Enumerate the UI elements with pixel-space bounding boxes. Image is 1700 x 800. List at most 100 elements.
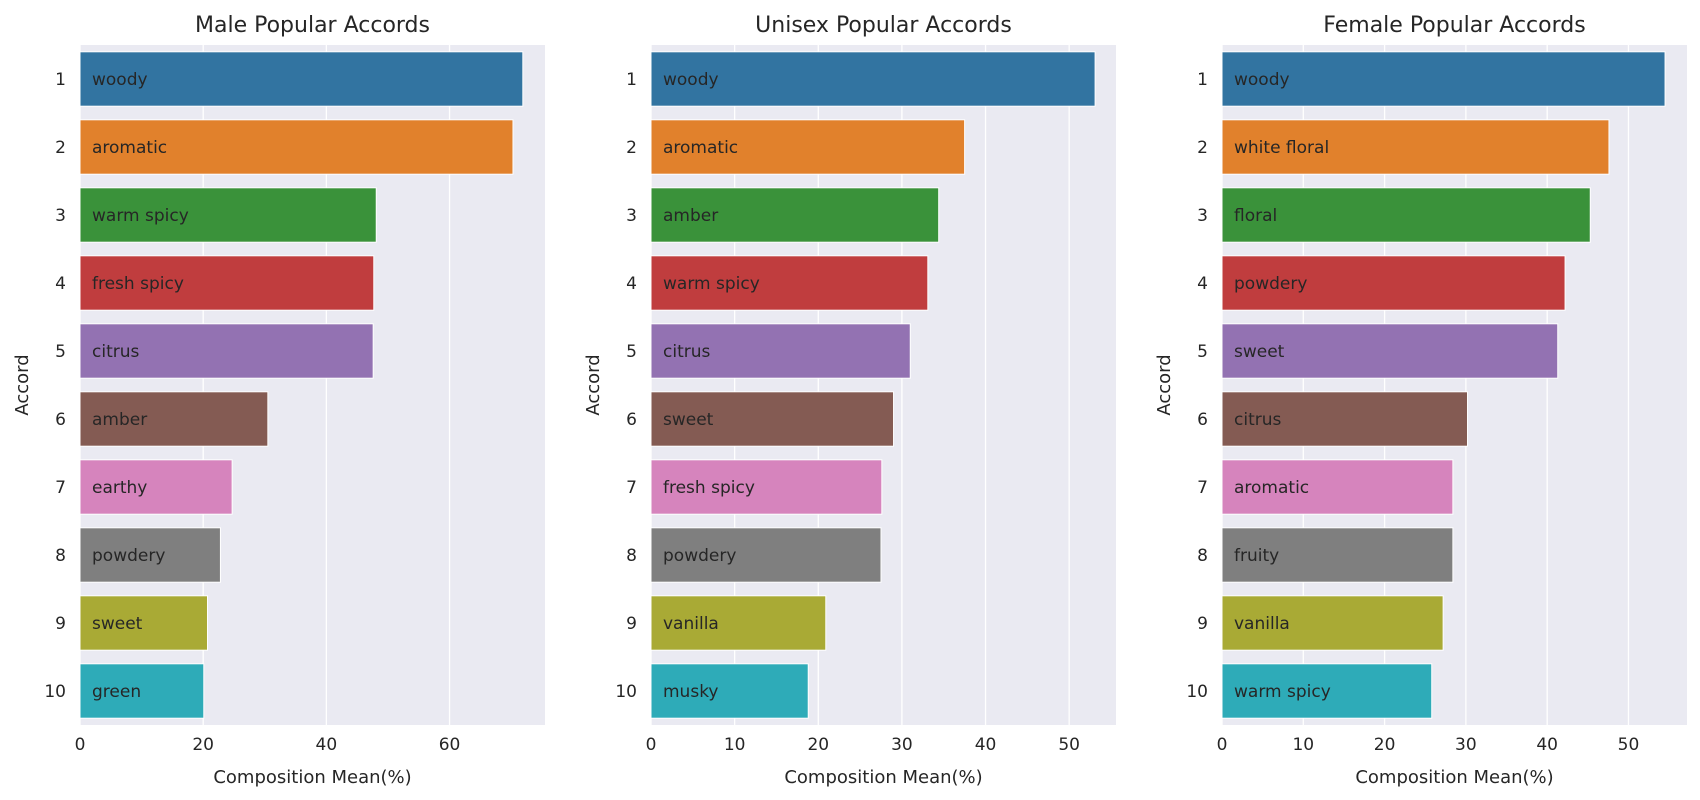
y-tick-label: 10 <box>615 682 637 702</box>
chart-title: Male Popular Accords <box>195 13 430 38</box>
bar-fruity <box>1221 527 1454 583</box>
bar-aromatic <box>650 119 966 175</box>
bar-label: white floral <box>1234 138 1329 158</box>
y-axis-label: Accord <box>12 354 33 415</box>
bar-label: citrus <box>92 342 139 362</box>
y-tick-label: 9 <box>626 614 637 634</box>
y-tick-label: 8 <box>626 546 637 566</box>
y-tick-label: 4 <box>55 274 66 294</box>
bar-label: aromatic <box>1234 478 1309 498</box>
bar-citrus <box>650 323 911 379</box>
y-tick-label: 2 <box>55 138 66 158</box>
x-tick-label: 40 <box>975 735 997 755</box>
y-tick-label: 2 <box>626 138 637 158</box>
y-tick-label: 6 <box>626 410 637 430</box>
bar-vanilla <box>1221 595 1444 651</box>
bar-label: floral <box>1234 206 1277 226</box>
y-tick-label: 10 <box>1186 682 1208 702</box>
y-tick-label: 1 <box>626 70 637 90</box>
x-tick-label: 20 <box>807 735 829 755</box>
x-tick-label: 10 <box>1292 735 1314 755</box>
x-tick-label: 10 <box>724 735 746 755</box>
bar-label: powdery <box>92 546 165 566</box>
bar-label: warm spicy <box>1234 682 1331 702</box>
bar-fresh-spicy <box>79 255 375 311</box>
bar-aromatic <box>1221 459 1454 515</box>
bar-label: musky <box>663 682 719 702</box>
y-tick-label: 10 <box>44 682 66 702</box>
bar-label: vanilla <box>1234 614 1290 634</box>
bar-label: amber <box>663 206 718 226</box>
x-tick-label: 50 <box>1058 735 1080 755</box>
y-tick-label: 5 <box>55 342 66 362</box>
y-tick-label: 5 <box>1197 342 1208 362</box>
y-tick-label: 2 <box>1197 138 1208 158</box>
y-tick-label: 7 <box>1197 478 1208 498</box>
chart-title: Unisex Popular Accords <box>755 13 1012 38</box>
bar-earthy <box>79 459 233 515</box>
y-tick-label: 9 <box>1197 614 1208 634</box>
bar-aromatic <box>79 119 514 175</box>
bar-label: sweet <box>92 614 143 634</box>
bar-label: warm spicy <box>92 206 189 226</box>
x-axis-label: Composition Mean(%) <box>1355 767 1553 788</box>
bar-label: fresh spicy <box>663 478 755 498</box>
bar-sweet <box>1221 323 1559 379</box>
x-tick-label: 0 <box>646 735 657 755</box>
x-tick-label: 20 <box>192 735 214 755</box>
bar-fresh-spicy <box>650 459 883 515</box>
bar-label: vanilla <box>663 614 719 634</box>
y-tick-label: 6 <box>1197 410 1208 430</box>
bar-label: aromatic <box>92 138 167 158</box>
bar-label: citrus <box>663 342 710 362</box>
bar-label: amber <box>92 410 147 430</box>
bar-sweet <box>79 595 208 651</box>
x-axis-label: Composition Mean(%) <box>784 767 982 788</box>
x-tick-label: 30 <box>1455 735 1477 755</box>
y-axis-label: Accord <box>1154 354 1175 415</box>
y-tick-label: 7 <box>626 478 637 498</box>
bar-label: powdery <box>1234 274 1307 294</box>
x-tick-label: 50 <box>1618 735 1640 755</box>
bar-warm-spicy <box>1221 663 1433 719</box>
y-tick-label: 4 <box>1197 274 1208 294</box>
x-tick-label: 0 <box>75 735 86 755</box>
bar-powdery <box>79 527 221 583</box>
bar-label: powdery <box>663 546 736 566</box>
bar-warm-spicy <box>650 255 929 311</box>
x-tick-label: 60 <box>439 735 461 755</box>
bar-powdery <box>650 527 882 583</box>
x-tick-label: 30 <box>891 735 913 755</box>
y-tick-label: 7 <box>55 478 66 498</box>
x-tick-label: 0 <box>1217 735 1228 755</box>
bar-warm-spicy <box>79 187 377 243</box>
bar-amber <box>650 187 940 243</box>
bar-vanilla <box>650 595 827 651</box>
y-tick-label: 8 <box>55 546 66 566</box>
y-tick-label: 4 <box>626 274 637 294</box>
bar-label: aromatic <box>663 138 738 158</box>
bar-label: fruity <box>1234 546 1279 566</box>
bar-label: earthy <box>92 478 147 498</box>
bar-label: warm spicy <box>663 274 760 294</box>
bar-label: green <box>92 682 141 702</box>
y-tick-label: 5 <box>626 342 637 362</box>
y-tick-label: 8 <box>1197 546 1208 566</box>
y-tick-label: 9 <box>55 614 66 634</box>
bar-label: fresh spicy <box>92 274 184 294</box>
bar-woody <box>1221 51 1666 107</box>
bar-sweet <box>650 391 895 447</box>
bar-label: sweet <box>663 410 714 430</box>
y-axis-label: Accord <box>583 354 604 415</box>
bar-citrus <box>79 323 374 379</box>
bar-label: sweet <box>1234 342 1285 362</box>
y-tick-label: 1 <box>1197 70 1208 90</box>
bar-white-floral <box>1221 119 1610 175</box>
bar-label: woody <box>92 70 148 90</box>
chart-title: Female Popular Accords <box>1323 13 1585 38</box>
y-tick-label: 3 <box>55 206 66 226</box>
bar-citrus <box>1221 391 1469 447</box>
x-axis-label: Composition Mean(%) <box>213 767 411 788</box>
x-tick-label: 40 <box>1536 735 1558 755</box>
